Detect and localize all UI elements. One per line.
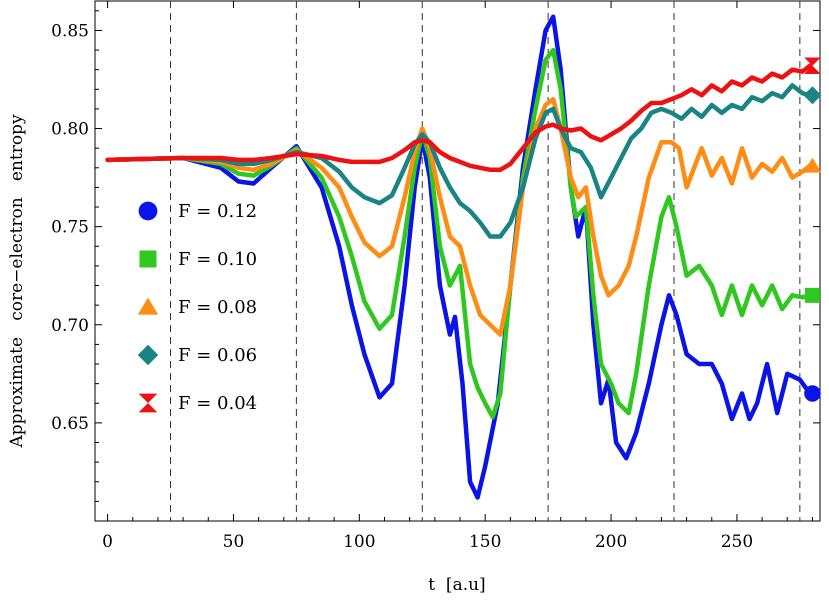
plot-frame [94,0,821,522]
series-end-marker-1 [804,287,820,303]
series-end-marker-4 [804,57,821,75]
series-layer [105,14,813,500]
y-axis: 0.65 0.70 0.75 0.80 0.85 [51,10,820,502]
legend-label-0: F = 0.12 [178,201,257,222]
legend-marker-4 [138,393,158,413]
y-tick-label: 0.85 [51,21,89,41]
legend: F = 0.12 F = 0.10 F = 0.08 F = 0.06 F = 0.04 [137,201,257,414]
x-axis: 0 50 100 150 200 250 [102,1,813,552]
y-tick-label: 0.80 [51,120,89,140]
series-end-marker-2 [803,157,822,173]
series-line-4 [105,63,813,173]
vertical-dashed-lines [170,1,801,521]
series-end-marker-3 [803,86,822,105]
x-tick-label: 250 [721,532,753,552]
legend-label-2: F = 0.08 [178,297,257,318]
y-axis-title: Approximate core−electron entropy [7,114,27,448]
end-markers [803,57,822,402]
x-tick-label: 50 [223,532,245,552]
x-tick-label: 200 [595,532,627,552]
series-line-3 [105,83,813,239]
series-line-2 [105,96,813,337]
x-tick-label: 150 [469,532,501,552]
legend-label-3: F = 0.06 [178,345,257,366]
x-tick-label: 0 [102,532,113,552]
legend-marker-2 [137,297,159,315]
series-line-1 [105,47,813,420]
legend-marker-3 [137,344,159,366]
legend-label-1: F = 0.10 [178,249,257,270]
y-tick-label: 0.65 [51,414,89,434]
series-line-0 [105,14,813,500]
y-tick-label: 0.70 [51,316,89,336]
legend-label-4: F = 0.04 [178,393,257,414]
legend-marker-1 [139,250,157,268]
x-axis-title: t [a.u] [428,575,485,595]
x-tick-label: 100 [343,532,375,552]
series-end-marker-0 [804,385,821,402]
legend-marker-0 [138,201,158,221]
y-tick-label: 0.75 [51,218,89,238]
